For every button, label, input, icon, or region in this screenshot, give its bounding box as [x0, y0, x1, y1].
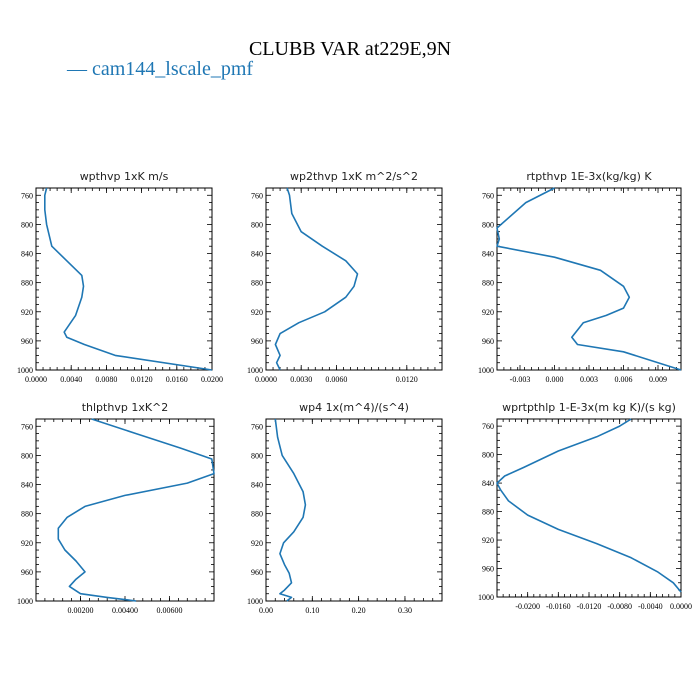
- plot-frame: [35, 187, 213, 371]
- x-tick-label: 0.0120: [131, 375, 153, 384]
- x-tick-label: 0.00: [259, 606, 273, 615]
- x-tick-label: 0.009: [649, 375, 667, 384]
- x-tick-label: 0.0040: [60, 375, 82, 384]
- y-tick-label: 920: [251, 308, 263, 317]
- panel-title: wpthvp 1xK m/s: [80, 170, 169, 183]
- y-tick-label: 1000: [478, 593, 494, 602]
- x-tick-label: 0.0160: [166, 375, 188, 384]
- y-tick-label: 800: [251, 220, 263, 229]
- legend: — cam144_lscale_pmf: [66, 58, 253, 80]
- panel-title: wp4 1x(m^4)/(s^4): [299, 401, 409, 414]
- y-tick-label: 800: [251, 451, 263, 460]
- x-tick-label: -0.0160: [546, 602, 571, 611]
- series-line-0: [43, 187, 213, 371]
- x-tick-label: 0.00200: [68, 606, 94, 615]
- y-tick-label: 760: [21, 422, 33, 431]
- series-line-0: [274, 418, 307, 602]
- y-tick-label: 880: [482, 279, 494, 288]
- plot-frame: [265, 418, 443, 602]
- series-line-0: [496, 187, 682, 371]
- plot-frame: [35, 418, 215, 602]
- panel-2: rtpthvp 1E-3x(kg/kg) K 760 800 840 880 920 960…: [478, 170, 682, 384]
- y-tick-label: 760: [21, 191, 33, 200]
- y-tick-label: 1000: [478, 366, 494, 375]
- x-tick-label: 0.00600: [157, 606, 183, 615]
- y-tick-label: 960: [21, 568, 33, 577]
- y-tick-label: 920: [482, 308, 494, 317]
- y-tick-label: 840: [251, 250, 263, 259]
- x-tick-label: 0.0120: [396, 375, 418, 384]
- x-tick-label: 0.0000: [25, 375, 47, 384]
- x-tick-label: 0.006: [615, 375, 633, 384]
- x-tick-label: 0.000: [546, 375, 564, 384]
- y-tick-label: 920: [21, 539, 33, 548]
- y-tick-label: 1000: [247, 366, 263, 375]
- x-tick-label: -0.0120: [577, 602, 602, 611]
- y-tick-label: 880: [21, 279, 33, 288]
- plot-frame: [265, 187, 443, 371]
- x-tick-label: 0.0000: [670, 602, 692, 611]
- y-tick-label: 760: [482, 422, 494, 431]
- panel-title: thlpthvp 1xK^2: [82, 401, 169, 414]
- y-tick-label: 1000: [17, 597, 33, 606]
- x-tick-label: 0.003: [580, 375, 598, 384]
- y-tick-label: 800: [21, 451, 33, 460]
- y-tick-label: 840: [21, 481, 33, 490]
- y-tick-label: 960: [482, 565, 494, 574]
- y-tick-label: 920: [21, 308, 33, 317]
- y-tick-label: 880: [251, 279, 263, 288]
- x-tick-label: 0.20: [352, 606, 366, 615]
- x-tick-label: -0.0200: [515, 602, 540, 611]
- x-tick-label: -0.003: [510, 375, 531, 384]
- x-tick-label: 0.10: [305, 606, 319, 615]
- x-tick-label: 0.0080: [95, 375, 117, 384]
- panel-3: thlpthvp 1xK^2 760 800 840 880 920 960 1000 0.00…: [17, 401, 215, 615]
- legend-entry-0: — cam144_lscale_pmf: [66, 58, 253, 80]
- y-tick-label: 1000: [17, 366, 33, 375]
- y-tick-label: 800: [482, 220, 494, 229]
- y-tick-label: 960: [251, 568, 263, 577]
- y-tick-label: 840: [21, 250, 33, 259]
- panel-0: wpthvp 1xK m/s76080084088092096010000.00…: [17, 170, 223, 384]
- y-tick-label: 1000: [247, 597, 263, 606]
- main-title: CLUBB VAR at229E,9N: [249, 38, 451, 60]
- y-tick-label: 840: [482, 250, 494, 259]
- y-tick-label: 880: [21, 510, 33, 519]
- x-tick-label: 0.0000: [255, 375, 277, 384]
- y-tick-label: 760: [482, 191, 494, 200]
- panel-4: wp4 1x(m^4)/(s^4)76080084088092096010000…: [247, 401, 443, 615]
- y-tick-label: 840: [482, 479, 494, 488]
- x-tick-label: -0.0040: [638, 602, 663, 611]
- y-tick-label: 960: [251, 337, 263, 346]
- y-tick-label: 760: [251, 191, 263, 200]
- x-tick-label: 0.00400: [112, 606, 138, 615]
- y-tick-label: 920: [482, 536, 494, 545]
- panel-5: wprtpthlp 1-E-3x(m kg K)/(s kg) 760 800 840…: [478, 401, 692, 611]
- panel-title: rtpthvp 1E-3x(kg/kg) K: [526, 170, 652, 183]
- x-tick-label: 0.0030: [290, 375, 312, 384]
- y-tick-label: 800: [21, 220, 33, 229]
- x-tick-label: -0.0080: [607, 602, 632, 611]
- panel-title: wprtpthlp 1-E-3x(m kg K)/(s kg): [502, 401, 676, 414]
- y-tick-label: 960: [21, 337, 33, 346]
- series-line-0: [274, 187, 359, 371]
- x-tick-label: 0.30: [398, 606, 412, 615]
- y-tick-label: 920: [251, 539, 263, 548]
- plot-frame: [496, 187, 682, 371]
- y-tick-label: 880: [251, 510, 263, 519]
- y-tick-label: 960: [482, 337, 494, 346]
- panel-1: wp2thvp 1xK m^2/s^2 760 800 840 880 920 960 100…: [247, 170, 443, 384]
- y-tick-label: 800: [482, 451, 494, 460]
- y-tick-label: 760: [251, 422, 263, 431]
- x-tick-label: 0.0200: [201, 375, 223, 384]
- series-line-0: [496, 418, 682, 593]
- y-tick-label: 840: [251, 481, 263, 490]
- panels: wpthvp 1xK m/s76080084088092096010000.00…: [17, 170, 692, 615]
- y-tick-label: 880: [482, 508, 494, 517]
- series-line-0: [57, 418, 215, 602]
- x-tick-label: 0.0060: [325, 375, 347, 384]
- panel-title: wp2thvp 1xK m^2/s^2: [290, 170, 418, 183]
